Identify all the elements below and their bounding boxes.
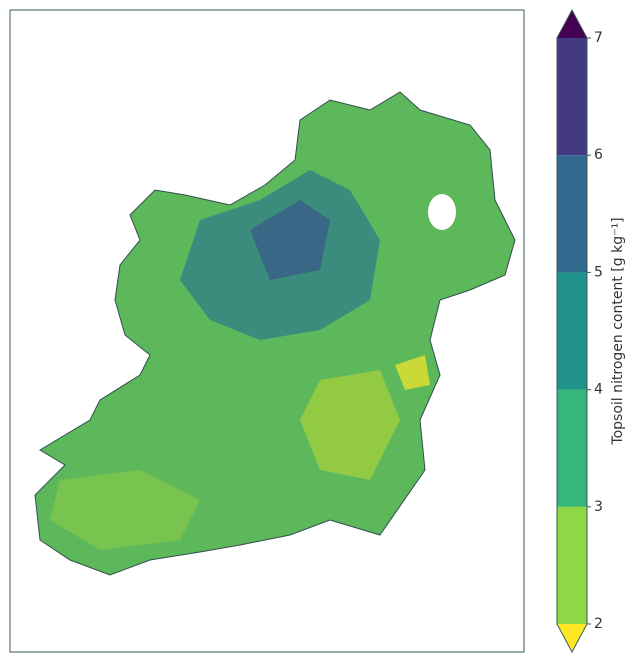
colorbar-tick-label: 4 [594, 382, 603, 398]
colorbar-bin [557, 506, 587, 624]
colorbar-extend-under [557, 624, 587, 652]
colorbar-tick-label: 5 [594, 264, 603, 280]
colorbar-bin [557, 272, 587, 390]
colorbar-tick-label: 6 [594, 147, 603, 163]
ireland-map [34, 91, 516, 576]
colorbar: 2 3 4 5 6 7 [556, 8, 603, 654]
colorbar-tick-label: 7 [594, 30, 603, 46]
colorbar-tick-label: 2 [594, 616, 603, 632]
colorbar-label: Topsoil nitrogen content [g kg⁻¹] [610, 217, 626, 445]
colorbar-tick-label: 3 [594, 499, 603, 515]
colorbar-bin [557, 389, 587, 507]
colorbar-bin [557, 155, 587, 273]
colorbar-bin [557, 38, 587, 156]
colorbar-extend-over [557, 10, 587, 38]
